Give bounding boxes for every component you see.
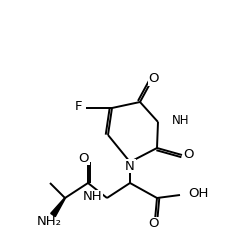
Text: OH: OH [187,187,207,201]
Polygon shape [50,198,65,217]
Text: O: O [183,148,194,161]
Text: O: O [148,73,158,86]
Text: N: N [125,160,134,173]
Text: O: O [148,217,158,230]
Text: NH: NH [82,190,101,203]
Text: O: O [78,152,89,165]
Text: F: F [75,100,82,114]
Text: NH₂: NH₂ [36,215,61,228]
Text: NH: NH [171,114,189,127]
